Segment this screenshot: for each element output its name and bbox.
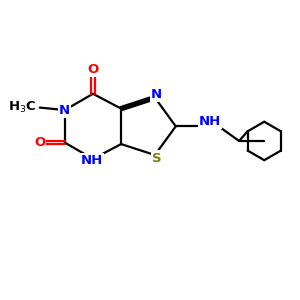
Text: O: O [34, 136, 45, 149]
Text: H$_3$C: H$_3$C [8, 99, 36, 115]
Text: N: N [151, 88, 162, 101]
Text: S: S [152, 152, 161, 164]
Text: NH: NH [199, 115, 221, 128]
Text: N: N [59, 103, 70, 117]
Text: NH: NH [80, 154, 103, 167]
Text: O: O [87, 63, 99, 76]
